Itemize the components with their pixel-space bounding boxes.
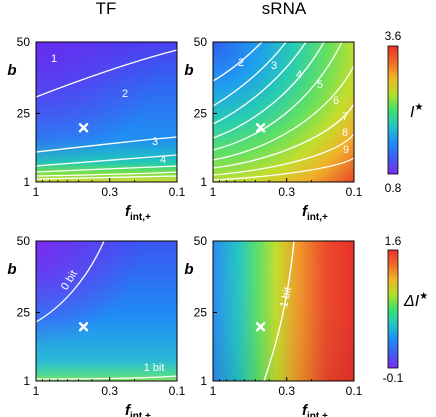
x-tick-label: 0.1 <box>169 384 186 398</box>
x-tick-label: 1 <box>210 384 217 398</box>
contour-lines <box>35 49 178 180</box>
panel-axes: 1 0.3 0.1 50 25 1 b fint,+ <box>7 234 185 417</box>
y-tick-label: 1 <box>200 175 207 189</box>
colorbar-min-label: 0.8 <box>385 181 402 195</box>
contour-line-2 <box>35 136 178 153</box>
x-tick-label: 1 <box>33 384 40 398</box>
colorbar-max-label: 3.6 <box>385 29 402 43</box>
contour-label-2: 2 <box>122 88 128 100</box>
plot-frame <box>212 41 355 183</box>
colorbar-info: 3.6 0.8 I★ <box>385 29 424 195</box>
y-axis-label: b <box>7 261 16 278</box>
contour-label-2: 2 <box>238 57 244 69</box>
y-tick-label: 1 <box>23 374 30 388</box>
heatmap-corner-shade <box>36 42 177 182</box>
colorbar-gradient <box>387 249 399 369</box>
plot-frame <box>35 41 178 183</box>
contour-label-1bit: 1 bit <box>144 362 165 374</box>
colorbar-min-label: -0.1 <box>383 371 404 385</box>
column-title-tf: TF <box>96 0 117 18</box>
heatmap-corner-shade <box>36 241 177 381</box>
contour-label-3: 3 <box>271 60 277 72</box>
x-tick-label: 0.3 <box>101 384 118 398</box>
panel-axes: 1 0.3 0.1 50 25 1 b fint,+ <box>184 234 362 417</box>
colorbar-delta-info: 1.6 -0.1 ΔI★ <box>383 234 429 385</box>
colorbar-gradient <box>387 45 399 175</box>
contour-line-5 <box>35 171 178 177</box>
contour-label-4: 4 <box>160 154 166 166</box>
x-tick-label: 0.3 <box>278 185 295 199</box>
colorbar-max-label: 1.6 <box>385 234 402 248</box>
y-tick-label: 50 <box>194 35 208 49</box>
y-axis-label: b <box>184 62 193 79</box>
y-tick-label: 50 <box>17 234 31 248</box>
x-tick-label: 1 <box>210 185 217 199</box>
contour-label-1: 1 <box>51 53 57 65</box>
colorbar-title: I★ <box>410 102 423 121</box>
x-axis-label: fint,+ <box>125 203 151 223</box>
colorbar-title: ΔI★ <box>403 291 428 310</box>
x-marker <box>255 123 266 133</box>
x-tick-label: 0.3 <box>101 185 118 199</box>
x-tick-label: 0.1 <box>169 185 186 199</box>
y-tick-label: 50 <box>17 35 31 49</box>
panel-axes: 1 0.3 0.1 50 25 1 b fint,+ <box>7 35 185 223</box>
plot-frame <box>212 240 355 382</box>
contour-label-4: 4 <box>296 69 302 81</box>
x-axis-label: fint,+ <box>302 402 328 417</box>
contour-label-7: 7 <box>342 111 348 123</box>
contour-lines <box>35 240 178 380</box>
panel-tf-delta-info: 0 bit 1 bit <box>35 240 178 382</box>
y-tick-label: 25 <box>194 106 208 120</box>
y-tick-label: 1 <box>200 374 207 388</box>
contour-lines <box>212 41 355 181</box>
x-tick-label: 0.3 <box>278 384 295 398</box>
x-axis-label: fint,+ <box>125 402 151 417</box>
panel-srna-delta-info: 1 bit <box>212 240 355 382</box>
contour-label-8: 8 <box>342 127 348 139</box>
contour-line-6 <box>35 175 178 180</box>
contour-line-4 <box>35 165 178 173</box>
x-marker <box>78 123 89 133</box>
x-axis-label: fint,+ <box>302 203 328 223</box>
x-tick-label: 1 <box>33 185 40 199</box>
x-tick-label: 0.1 <box>346 185 363 199</box>
contour-line-1 <box>35 49 178 98</box>
x-tick-label: 0.1 <box>346 384 363 398</box>
column-title-srna: sRNA <box>262 0 307 18</box>
contour-lines <box>263 240 295 382</box>
y-axis-label: b <box>184 261 193 278</box>
marker-stroke <box>78 123 89 133</box>
y-tick-label: 25 <box>17 106 31 120</box>
contour-label-5: 5 <box>317 79 323 91</box>
panel-srna-info: 2 3 4 5 6 7 8 9 <box>212 41 355 183</box>
y-tick-label: 50 <box>194 234 208 248</box>
marker-stroke <box>255 322 266 332</box>
x-marker <box>255 322 266 332</box>
x-marker <box>78 322 89 332</box>
contour-label-1bit: 1 bit <box>278 286 294 309</box>
contour-label-9: 9 <box>343 144 349 156</box>
marker-stroke <box>255 123 266 133</box>
y-axis-label: b <box>7 62 16 79</box>
plot-frame <box>35 240 178 382</box>
panel-tf-info: 1 2 3 4 <box>35 41 178 183</box>
contour-label-3: 3 <box>152 136 158 148</box>
contour-label-6: 6 <box>333 95 339 107</box>
y-tick-label: 25 <box>194 305 208 319</box>
contour-line-3 <box>35 154 178 167</box>
y-tick-label: 1 <box>23 175 30 189</box>
marker-stroke <box>78 322 89 332</box>
y-tick-label: 25 <box>17 305 31 319</box>
